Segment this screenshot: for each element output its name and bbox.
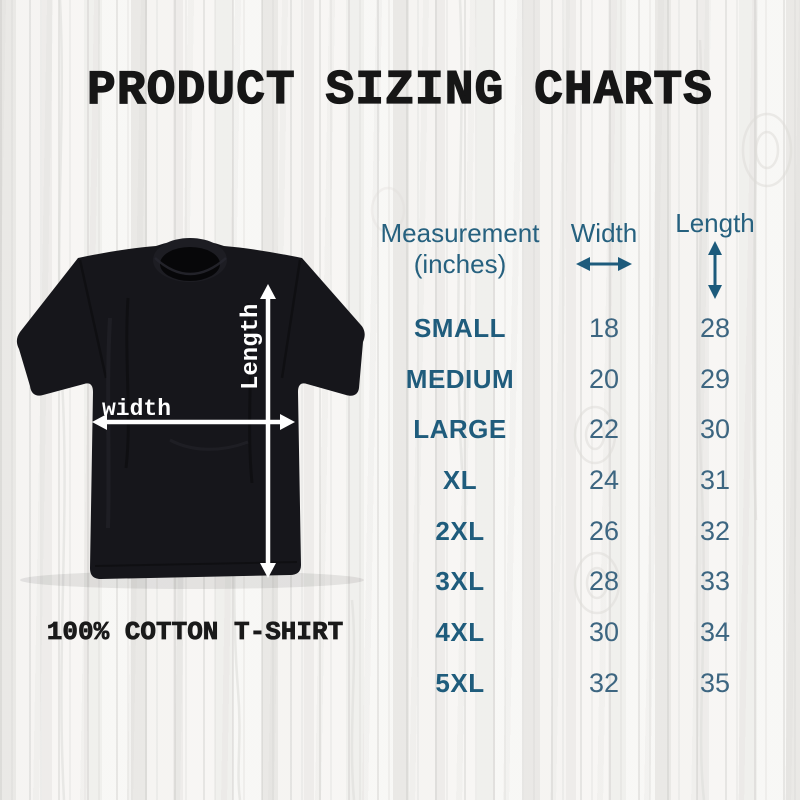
size-label: XL: [442, 464, 478, 495]
tshirt-image: width Length: [16, 238, 365, 589]
fabric-caption: 100% COTTON T-SHIRT: [46, 617, 344, 648]
length-value: 31: [699, 464, 731, 495]
size-label: 3XL: [435, 566, 485, 597]
size-label: 4XL: [435, 616, 485, 647]
length-arrow-icon: [708, 241, 722, 299]
tshirt-figure: width Length: [10, 228, 370, 600]
width-value: 20: [588, 363, 620, 394]
length-value: 28: [699, 312, 731, 343]
length-value: 32: [699, 515, 731, 546]
width-value: 28: [588, 566, 620, 597]
table-body: SMALL 18 28 MEDIUM 20 29 LARGE 22 30 XL …: [375, 303, 767, 709]
shirt-wrinkles: [78, 259, 302, 567]
width-value: 26: [588, 515, 620, 546]
sizing-table: Measurement (inches) Width Length: [375, 205, 767, 709]
length-value: 34: [699, 616, 731, 647]
measurement-header-line1: Measurement: [380, 218, 540, 248]
size-label: 2XL: [435, 515, 485, 546]
shirt-length-arrow: [260, 284, 276, 578]
length-value: 35: [699, 667, 731, 698]
length-value: 33: [699, 566, 731, 597]
length-value: 29: [699, 363, 731, 394]
measurement-header-line2: (inches): [413, 249, 507, 279]
collar-opening: [160, 247, 220, 281]
length-value: 30: [699, 414, 731, 445]
width-value: 24: [588, 464, 620, 495]
size-label: MEDIUM: [405, 363, 515, 394]
shirt-width-label: width: [102, 396, 171, 422]
width-header-label: Width: [570, 218, 638, 248]
width-header: Width: [545, 218, 663, 280]
shirt-length-label: Length: [238, 304, 265, 390]
size-label: LARGE: [413, 414, 507, 445]
width-value: 30: [588, 616, 620, 647]
page-title: PRODUCT SIZING CHARTS: [86, 63, 713, 118]
width-arrow-icon: [576, 257, 632, 271]
length-header: Length: [663, 208, 767, 306]
width-value: 18: [588, 312, 620, 343]
measurement-header: Measurement (inches): [375, 218, 545, 280]
size-label: SMALL: [413, 312, 507, 343]
collar-seam: [154, 257, 227, 276]
width-value: 22: [588, 414, 620, 445]
wood-knots: [370, 112, 793, 615]
length-header-label: Length: [675, 208, 755, 238]
tshirt-silhouette: [16, 240, 365, 579]
shirt-width-arrow: [92, 414, 295, 430]
table-header: Measurement (inches) Width Length: [375, 205, 767, 303]
width-value: 32: [588, 667, 620, 698]
size-label: 5XL: [435, 667, 485, 698]
